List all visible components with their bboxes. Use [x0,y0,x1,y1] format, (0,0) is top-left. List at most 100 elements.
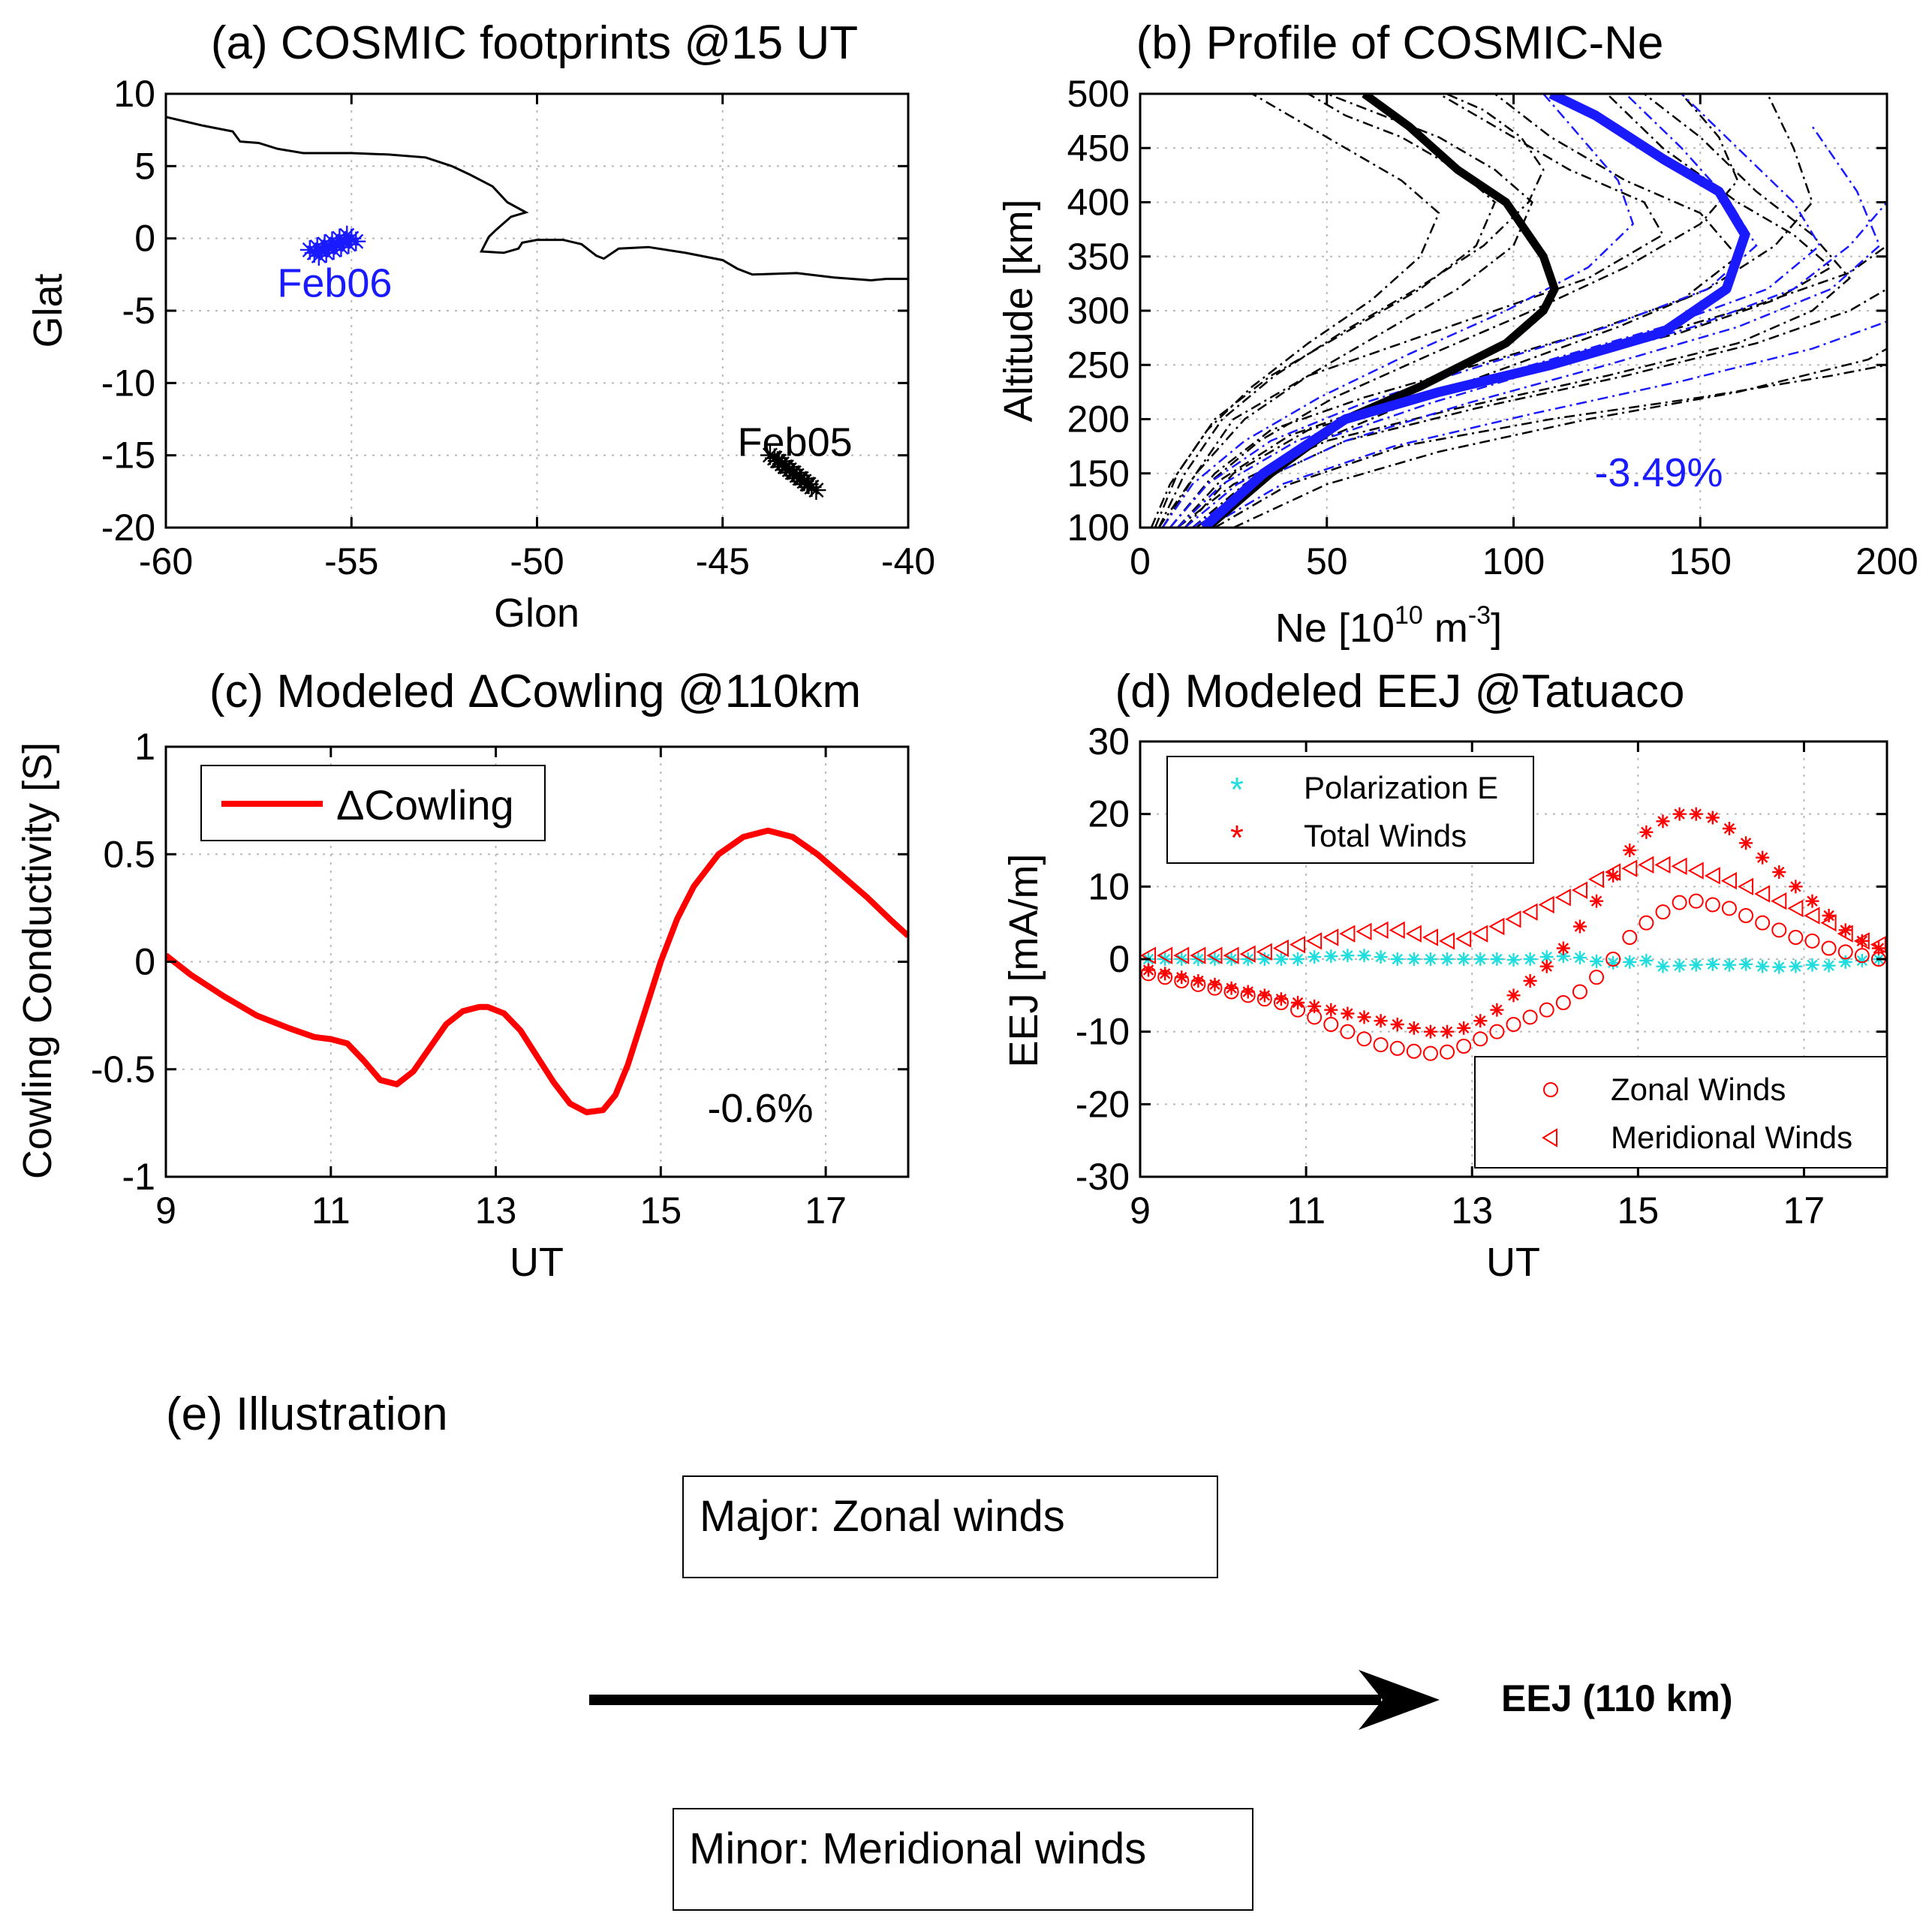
marker-meridional-winds [1505,910,1521,928]
panel-d-legend-bottom: Zonal Winds Meridional Winds [1474,1056,1888,1169]
marker-total-winds [1805,894,1819,908]
star-stroke [1142,964,1154,976]
marker-zonal-winds [1340,1024,1356,1039]
marker-polarization-e [1390,952,1404,966]
panel-c-legend: ΔCowling [200,765,546,841]
minor-box [673,1808,1253,1911]
star-stroke [1557,943,1569,954]
marker-total-winds [1324,1003,1338,1017]
marker-polarization-e [1357,949,1371,963]
star-stroke [1159,968,1171,979]
legend-zonal-label: Zonal Winds [1611,1072,1786,1107]
star-stroke [1242,986,1253,997]
star-stroke [1707,812,1719,823]
marker-zonal-winds [1738,908,1754,923]
panel-a-footprints: (a) COSMIC footprints @15 UT -60 -55 -50 -4… [26,17,935,636]
marker-zonal-winds [1721,901,1737,916]
tick-label-x: 150 [1669,540,1732,582]
marker-meridional-winds [1223,946,1239,964]
marker-zonal-winds [1688,893,1704,909]
star-stroke [1790,961,1801,972]
star-stroke [1392,953,1403,965]
marker-meridional-winds [1571,881,1587,899]
marker-polarization-e [1324,949,1338,964]
marker-meridional-winds [1405,925,1422,943]
star-stroke [1590,895,1602,907]
marker-total-winds [1208,977,1222,991]
star-stroke [808,483,824,498]
marker-meridional-winds [1737,877,1754,896]
marker-meridional-winds [1488,917,1505,936]
profile-black [1214,364,1887,528]
tick-label-x: 11 [1286,1190,1326,1232]
marker-zonal-winds [1223,984,1239,1000]
star-stroke [1690,808,1702,820]
star-stroke [1425,953,1437,965]
marker-zonal-winds [1406,1043,1422,1059]
marker-zonal-winds [1854,948,1870,964]
tick-label-x: 50 [1306,540,1348,582]
star-stroke [1458,1022,1470,1034]
profile-blue [1169,94,1758,528]
profile-black [1169,94,1739,528]
marker-total-winds [1756,850,1770,865]
eej-arrow [589,1670,1440,1730]
marker-zonal-winds [1506,1017,1521,1032]
marker-polarization-e [1689,958,1703,972]
marker-zonal-winds [1141,966,1157,982]
star-stroke [1425,1026,1437,1037]
coastline [166,116,908,282]
marker-polarization-e [1523,952,1537,966]
profile-blue [1184,201,1887,528]
legend-meridional-marker [1542,1128,1557,1147]
marker-meridional-winds [1638,856,1654,874]
star-stroke [1723,959,1735,970]
star-stroke [1408,953,1420,965]
tick-label-x: 200 [1855,540,1918,582]
annotation-feb05: Feb05 [738,420,853,465]
tick-label-y: 5 [134,145,155,187]
star-stroke [1259,953,1271,965]
marker-zonal-winds [1422,1045,1438,1061]
marker-meridional-winds [1173,946,1190,964]
tick-label-y: 0 [134,218,155,260]
marker-polarization-e [1672,958,1687,973]
panel-c-xlabel: UT [510,1240,564,1285]
marker-polarization-e [1705,957,1720,971]
marker-meridional-winds [1206,946,1223,964]
marker-zonal-winds [1555,995,1571,1010]
tick-label-y: -20 [101,507,155,549]
marker-total-winds [1175,970,1189,985]
marker-polarization-e [1506,952,1521,967]
star-stroke [1756,961,1768,972]
marker-meridional-winds [1289,935,1306,954]
star-stroke [1541,961,1552,972]
tick-label-x: 9 [1130,1190,1151,1232]
marker-zonal-winds [1539,1002,1554,1018]
panel-b-ylabel: Altitude [km] [996,199,1041,422]
star-stroke [1342,949,1353,961]
star-stroke [1690,959,1702,970]
marker-total-winds [1822,909,1836,922]
marker-zonal-winds [1273,995,1289,1010]
tick-label-y: -0.5 [91,1048,155,1090]
star-stroke [1524,953,1536,965]
marker-total-winds [1241,985,1255,999]
marker-total-winds [1158,967,1172,981]
footprint-feb06 [346,231,366,251]
tick-label-y: 450 [1067,127,1130,169]
star-stroke [348,233,364,249]
legend-polarization-label: Polarization E [1304,770,1498,805]
marker-polarization-e [1739,957,1753,971]
marker-polarization-e [1440,952,1455,966]
marker-meridional-winds [1323,928,1339,946]
star-stroke [1359,949,1370,961]
tick-label-x: 9 [155,1190,176,1232]
star-stroke [1259,990,1271,1001]
star-stroke [1308,951,1320,963]
marker-zonal-winds [1705,897,1720,913]
marker-polarization-e [1423,952,1437,966]
marker-meridional-winds [1372,921,1389,940]
star-stroke [1475,953,1486,965]
marker-polarization-e [1407,952,1421,966]
